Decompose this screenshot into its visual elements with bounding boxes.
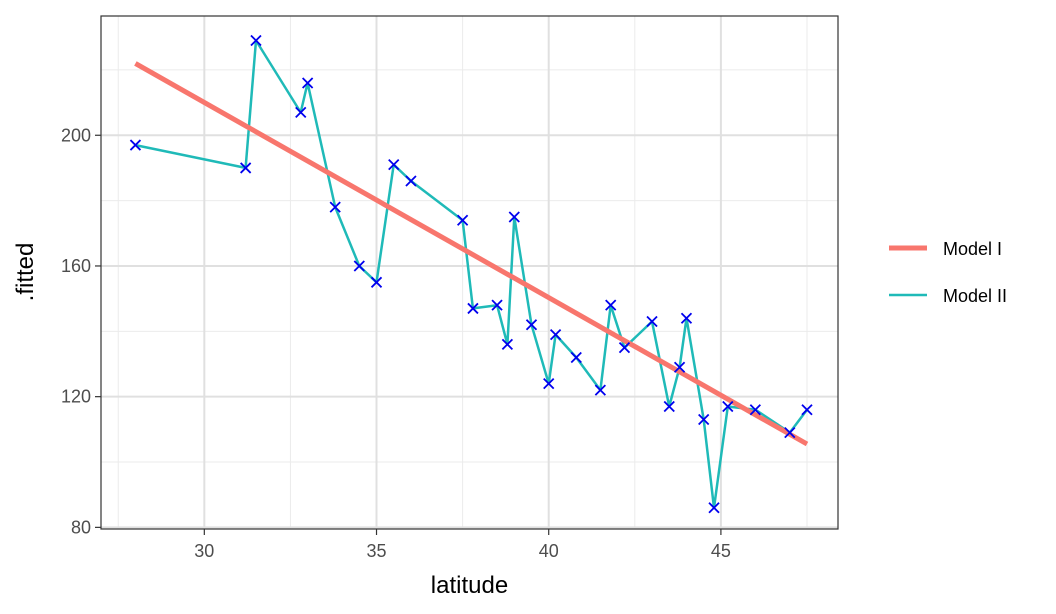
x-axis-title: latitude <box>431 572 508 599</box>
y-tick-label: 160 <box>61 256 91 276</box>
data-point-marker <box>501 338 514 351</box>
y-tick-label: 200 <box>61 125 91 145</box>
y-axis-title: .fitted <box>12 243 39 302</box>
data-point-marker <box>508 211 520 223</box>
data-point-marker <box>388 159 400 171</box>
data-point-marker <box>594 384 607 396</box>
data-point-marker <box>240 162 252 174</box>
data-point-marker <box>801 404 813 416</box>
data-point-marker <box>673 361 686 373</box>
panel-border <box>100 15 839 530</box>
x-axis: 30 35 40 45 <box>194 529 731 561</box>
grid-major <box>101 16 838 529</box>
data-point-marker <box>605 299 617 311</box>
data-point-marker <box>370 276 383 288</box>
x-tick-label: 45 <box>711 541 731 561</box>
y-tick-label: 120 <box>61 387 91 407</box>
x-tick-label: 30 <box>194 541 214 561</box>
data-point-marker <box>543 377 555 390</box>
legend-label-model-i: Model I <box>943 239 1002 259</box>
series-model-i-line <box>134 61 809 447</box>
data-point-marker <box>491 299 503 311</box>
data-point-marker <box>525 319 538 331</box>
data-point-marker <box>129 139 142 151</box>
grid-minor <box>101 16 838 529</box>
data-point-marker <box>646 315 658 328</box>
data-point-marker <box>353 260 365 272</box>
legend: Model I Model II <box>889 239 1007 306</box>
y-tick-label: 80 <box>71 517 91 537</box>
series-layer <box>129 34 813 514</box>
data-point-marker <box>708 502 720 514</box>
data-point-marker <box>301 77 314 89</box>
data-point-marker <box>618 342 631 354</box>
y-axis: 80 120 160 200 <box>61 125 101 537</box>
x-tick-label: 40 <box>539 541 559 561</box>
data-point-marker <box>295 106 307 119</box>
data-point-marker <box>698 413 710 426</box>
data-point-marker <box>329 201 341 213</box>
panel <box>100 15 839 530</box>
x-tick-label: 35 <box>366 541 386 561</box>
data-point-marker <box>250 34 262 47</box>
data-point-marker <box>467 302 479 315</box>
data-point-marker <box>663 400 675 413</box>
data-point-marker <box>784 426 796 439</box>
data-point-marker <box>549 328 562 341</box>
data-point-marker <box>456 214 469 226</box>
data-point-marker <box>405 175 417 187</box>
data-point-marker <box>749 404 761 416</box>
series-model-ii-line <box>135 39 808 510</box>
data-point-marker <box>570 351 582 364</box>
legend-label-model-ii: Model II <box>943 286 1007 306</box>
data-point-marker <box>722 400 734 413</box>
data-point-marker <box>680 312 693 324</box>
